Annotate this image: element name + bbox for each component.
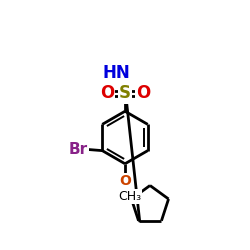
Text: S: S — [119, 84, 131, 102]
Text: O: O — [119, 174, 131, 188]
Text: HN: HN — [102, 64, 130, 82]
Text: O: O — [100, 84, 114, 102]
Text: CH₃: CH₃ — [118, 190, 141, 203]
Text: Br: Br — [69, 142, 88, 157]
Text: O: O — [136, 84, 150, 102]
